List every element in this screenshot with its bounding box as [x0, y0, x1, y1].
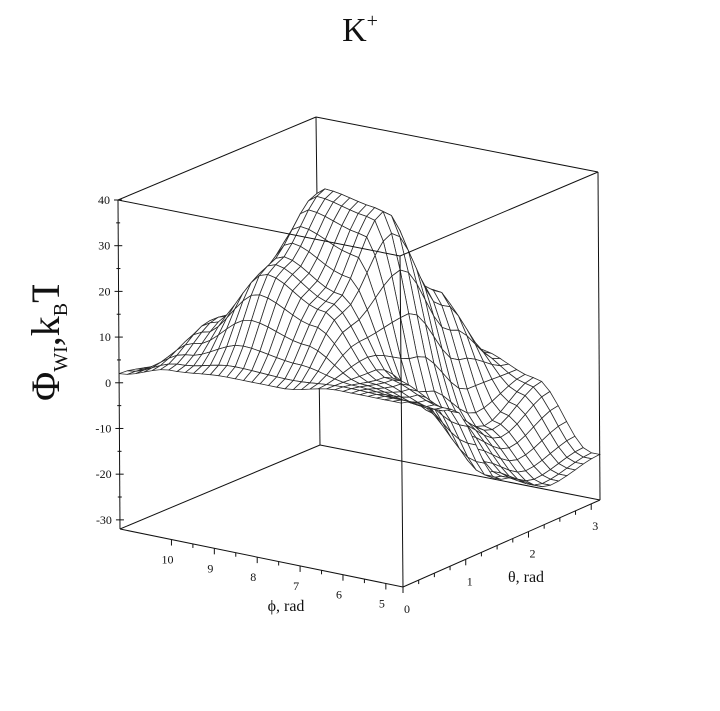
- z-label-symbol: Φ: [23, 372, 68, 401]
- y-tick-label: 2: [529, 547, 535, 561]
- z-label-comma: ,: [23, 336, 68, 346]
- axis-ticks: 40 30 20 10 0 -10 -20 -30 10 9 8 7 6 5 0 1 2 3: [95, 193, 598, 616]
- x-tick-label: 8: [250, 570, 256, 584]
- z-label-tilde: ~: [14, 381, 26, 395]
- x-tick-label: 5: [379, 596, 385, 610]
- x-tick-label: 10: [161, 553, 173, 567]
- z-label-k: k: [23, 316, 68, 336]
- z-tick-label: 10: [99, 330, 111, 344]
- z-tick-label: 0: [105, 376, 111, 390]
- x-axis-label: ϕ, rad: [268, 598, 305, 615]
- y-tick-label: 3: [592, 519, 598, 533]
- z-label-sub2: B: [50, 303, 72, 316]
- box-edge: [117, 199, 121, 530]
- box-edge: [597, 171, 601, 501]
- title-superscript: +: [366, 10, 378, 32]
- z-tick-label: -30: [96, 513, 112, 527]
- box-edge: [402, 499, 601, 588]
- chart-title: K+: [0, 10, 720, 50]
- title-text: K: [342, 12, 367, 49]
- box-edge: [399, 171, 599, 257]
- box-edge: [117, 199, 401, 257]
- y-axis-label: θ, rad: [508, 569, 544, 586]
- x-tick-label: 6: [336, 588, 342, 602]
- z-axis-label: ΦWI,kBT ~: [14, 285, 72, 401]
- y-tick-label: 1: [467, 574, 473, 588]
- x-tick-label: 7: [293, 579, 299, 593]
- y-tick-label: 0: [404, 602, 410, 616]
- box-edge: [319, 444, 601, 501]
- z-tick-label: 40: [98, 193, 110, 207]
- box-edge: [119, 528, 404, 588]
- box-edge: [119, 444, 321, 530]
- z-tick-label: -10: [95, 421, 111, 435]
- x-tick-label: 9: [207, 561, 213, 575]
- svg-text:ΦWI,kBT: ΦWI,kBT: [23, 285, 72, 401]
- z-label-sub1: WI: [50, 346, 72, 372]
- box-edge: [117, 116, 317, 201]
- z-label-T: T: [23, 285, 68, 303]
- surface-mesh: [118, 188, 601, 488]
- z-tick-label: 30: [98, 239, 110, 253]
- box-edge: [315, 116, 599, 173]
- z-tick-label: 20: [99, 284, 111, 298]
- box-edge: [399, 255, 404, 588]
- z-tick-label: -20: [96, 467, 112, 481]
